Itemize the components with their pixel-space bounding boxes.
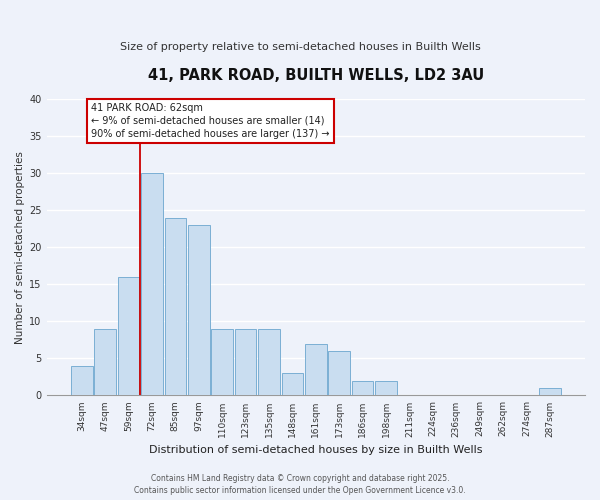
- Bar: [211, 328, 233, 396]
- Title: 41, PARK ROAD, BUILTH WELLS, LD2 3AU: 41, PARK ROAD, BUILTH WELLS, LD2 3AU: [148, 68, 484, 82]
- Bar: [352, 380, 373, 396]
- Bar: [71, 366, 92, 396]
- Y-axis label: Number of semi-detached properties: Number of semi-detached properties: [15, 151, 25, 344]
- Bar: [305, 344, 326, 396]
- Bar: [539, 388, 560, 396]
- Text: Size of property relative to semi-detached houses in Builth Wells: Size of property relative to semi-detach…: [119, 42, 481, 52]
- X-axis label: Distribution of semi-detached houses by size in Builth Wells: Distribution of semi-detached houses by …: [149, 445, 482, 455]
- Text: Contains HM Land Registry data © Crown copyright and database right 2025.
Contai: Contains HM Land Registry data © Crown c…: [134, 474, 466, 495]
- Text: 41 PARK ROAD: 62sqm
← 9% of semi-detached houses are smaller (14)
90% of semi-de: 41 PARK ROAD: 62sqm ← 9% of semi-detache…: [91, 102, 329, 139]
- Bar: [188, 225, 209, 396]
- Bar: [118, 277, 139, 396]
- Bar: [375, 380, 397, 396]
- Bar: [281, 373, 303, 396]
- Bar: [141, 173, 163, 396]
- Bar: [164, 218, 186, 396]
- Bar: [235, 328, 256, 396]
- Bar: [258, 328, 280, 396]
- Bar: [328, 351, 350, 396]
- Bar: [94, 328, 116, 396]
